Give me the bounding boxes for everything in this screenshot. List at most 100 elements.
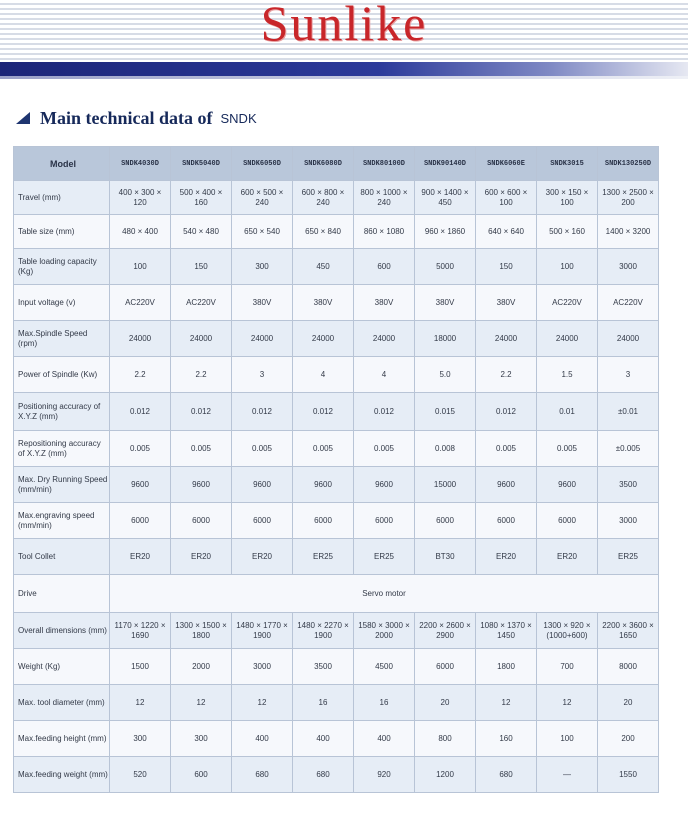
- table-cell: ER20: [170, 538, 232, 575]
- table-cell: 500 × 160: [536, 214, 598, 249]
- table-row: Table loading capacity (Kg) 100 150 300 450 6…: [13, 248, 659, 285]
- table-cell: 6000: [292, 502, 354, 539]
- table-cell: 9600: [109, 466, 171, 503]
- table-cell: 6000: [475, 502, 537, 539]
- row-label: Input voltage (v): [13, 284, 110, 321]
- table-cell: 1480 × 2270 × 1900: [292, 612, 354, 649]
- table-cell: 150: [170, 248, 232, 285]
- table-cell: ±0.005: [597, 430, 659, 467]
- table-cell: 20: [414, 684, 476, 721]
- table-cell: AC220V: [109, 284, 171, 321]
- table-cell: 0.005: [109, 430, 171, 467]
- table-row: Max.Spindle Speed (rpm) 24000 24000 24000 24…: [13, 320, 659, 357]
- table-cell: BT30: [414, 538, 476, 575]
- table-cell: 1300 × 1500 × 1800: [170, 612, 232, 649]
- table-row: Tool Collet ER20 ER20 ER20 ER25 ER25 BT30 ER20 E…: [13, 538, 659, 575]
- table-cell: 24000: [597, 320, 659, 357]
- table-row: Max.feeding height (mm) 300 300 400 400 400 80…: [13, 720, 659, 757]
- model-header: SNDK4030D: [109, 146, 171, 181]
- table-cell: 0.012: [475, 392, 537, 431]
- table-cell: 5.0: [414, 356, 476, 393]
- table-cell: AC220V: [170, 284, 232, 321]
- table-cell: 9600: [536, 466, 598, 503]
- table-cell: 1.5: [536, 356, 598, 393]
- row-span-value: Servo motor: [109, 574, 659, 613]
- table-cell: 24000: [231, 320, 293, 357]
- table-cell: 15000: [414, 466, 476, 503]
- table-cell: 300: [231, 248, 293, 285]
- header-stripes: [0, 0, 688, 62]
- table-cell: 2.2: [109, 356, 171, 393]
- table-cell: 680: [292, 756, 354, 793]
- table-cell: 200: [597, 720, 659, 757]
- table-row: Max. Dry Running Speed (mm/min) 9600 9600 9…: [13, 466, 659, 503]
- model-header: SNDK130250D: [597, 146, 659, 181]
- table-cell: 4: [292, 356, 354, 393]
- row-label: Positioning accuracy of X.Y.Z (mm): [13, 392, 110, 431]
- table-cell: 920: [353, 756, 415, 793]
- table-row: Max.engraving speed (mm/min) 6000 6000 6000…: [13, 502, 659, 539]
- table-cell: AC220V: [597, 284, 659, 321]
- table-cell: 380V: [414, 284, 476, 321]
- table-cell: 450: [292, 248, 354, 285]
- table-cell: 0.005: [536, 430, 598, 467]
- table-cell: 300: [170, 720, 232, 757]
- table-cell: 1550: [597, 756, 659, 793]
- table-cell: 24000: [475, 320, 537, 357]
- table-cell: 9600: [170, 466, 232, 503]
- table-cell: 650 × 540: [231, 214, 293, 249]
- table-cell: 160: [475, 720, 537, 757]
- section-title: Main technical data of SNDK: [16, 106, 257, 130]
- table-cell: 960 × 1860: [414, 214, 476, 249]
- table-cell: 1170 × 1220 × 1690: [109, 612, 171, 649]
- table-cell: 680: [475, 756, 537, 793]
- table-cell: 6000: [414, 502, 476, 539]
- table-cell: 24000: [353, 320, 415, 357]
- table-cell: 12: [170, 684, 232, 721]
- table-cell: 8000: [597, 648, 659, 685]
- model-header: SNDK90140D: [414, 146, 476, 181]
- table-cell: 0.005: [292, 430, 354, 467]
- table-cell: 0.005: [353, 430, 415, 467]
- table-cell: ER25: [597, 538, 659, 575]
- table-row: Weight (Kg) 1500 2000 3000 3500 4500 6000 1800 7…: [13, 648, 659, 685]
- table-cell: 1580 × 3000 × 2000: [353, 612, 415, 649]
- header-band: [0, 62, 688, 76]
- table-cell: 0.008: [414, 430, 476, 467]
- table-cell: 1300 × 920 × (1000+600): [536, 612, 598, 649]
- table-cell: 9600: [292, 466, 354, 503]
- header-band-line: [0, 76, 688, 79]
- table-cell: AC220V: [536, 284, 598, 321]
- table-cell: 650 × 840: [292, 214, 354, 249]
- table-cell: 600: [353, 248, 415, 285]
- table-cell: 300 × 150 × 100: [536, 180, 598, 215]
- table-cell: 6000: [353, 502, 415, 539]
- table-row: Table size (mm) 480 × 400 540 × 480 650 × 5…: [13, 214, 659, 249]
- table-cell: 3000: [597, 502, 659, 539]
- table-cell: 150: [475, 248, 537, 285]
- row-label: Power of Spindle (Kw): [13, 356, 110, 393]
- table-cell: 2000: [170, 648, 232, 685]
- table-cell: 24000: [536, 320, 598, 357]
- table-cell: 300: [109, 720, 171, 757]
- table-cell: 16: [353, 684, 415, 721]
- table-row: Travel (mm) 400 × 300 × 120 500 × 400 × 16…: [13, 180, 659, 215]
- table-cell: 2.2: [475, 356, 537, 393]
- table-row: Power of Spindle (Kw) 2.2 2.2 3 4 4 5.0 2.2 1.5 3: [13, 356, 659, 393]
- model-header: SNDK3015: [536, 146, 598, 181]
- table-cell: 9600: [475, 466, 537, 503]
- row-label: Max.Spindle Speed (rpm): [13, 320, 110, 357]
- table-cell: 20: [597, 684, 659, 721]
- table-cell: ER20: [536, 538, 598, 575]
- table-cell: 0.012: [231, 392, 293, 431]
- table-row: Max. tool diameter (mm) 12 12 12 16 16 20 12 12 2…: [13, 684, 659, 721]
- table-cell: 480 × 400: [109, 214, 171, 249]
- table-cell: 24000: [292, 320, 354, 357]
- table-cell: 2200 × 3600 × 1650: [597, 612, 659, 649]
- table-cell: 0.012: [170, 392, 232, 431]
- row-label: Repositioning accuracy of X.Y.Z (mm): [13, 430, 110, 467]
- table-cell: 12: [109, 684, 171, 721]
- table-cell: 12: [231, 684, 293, 721]
- table-cell: 24000: [170, 320, 232, 357]
- table-cell: 800 × 1000 × 240: [353, 180, 415, 215]
